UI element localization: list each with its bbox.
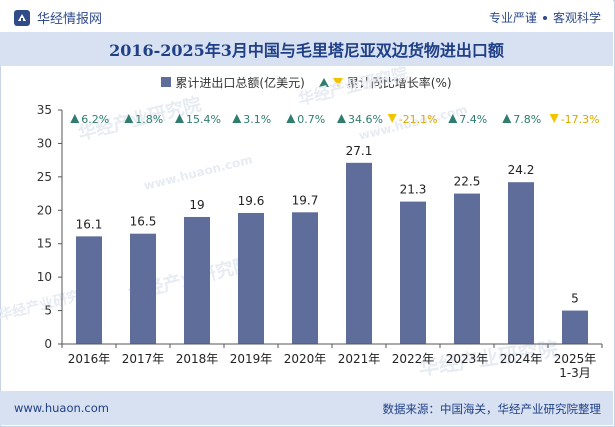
- legend-item-total[interactable]: 累计进出口总额(亿美元): [161, 74, 305, 91]
- data-source: 数据来源：中国海关，华经产业研究院整理: [382, 402, 602, 416]
- x-category-label: 2021年: [338, 352, 381, 366]
- y-tick-label: 15: [37, 237, 52, 251]
- x-category-label: 2017年: [122, 352, 165, 366]
- growth-rate-label: 1.8%: [135, 113, 163, 126]
- watermark-text: 华经产业研究院: [296, 63, 409, 109]
- chart-title: 2016-2025年3月中国与毛里塔尼亚双边货物进出口额: [109, 41, 504, 60]
- y-tick-label: 20: [37, 203, 52, 217]
- bar-value-label: 16.5: [130, 215, 157, 229]
- y-tick-label: 5: [44, 304, 52, 318]
- y-tick-label: 0: [44, 337, 52, 351]
- chart-legend: 累计进出口总额(亿美元) 累计同比增长率(%): [0, 72, 613, 92]
- bar: [346, 162, 372, 344]
- legend-bar-swatch-icon: [161, 77, 172, 87]
- growth-up-triangle-icon: [286, 114, 296, 123]
- bar: [184, 216, 210, 344]
- bar: [562, 310, 588, 344]
- bar-value-label: 21.3: [400, 183, 427, 197]
- bar-value-label: 22.5: [454, 175, 481, 189]
- growth-up-triangle-icon: [337, 114, 346, 123]
- brand-name: 华经情报网: [37, 12, 103, 27]
- growth-up-triangle-icon: [175, 114, 184, 123]
- huajing-logo-icon: [13, 9, 31, 27]
- growth-labels-layer: 6.2% 1.8% 15.4% 3.1% 0.7% 34.6% -21.1% 7.4% 7.8%…: [70, 113, 600, 126]
- title-bar: 2016-2025年3月中国与毛里塔尼亚双边货物进出口额: [0, 32, 613, 66]
- bar: [400, 201, 426, 344]
- growth-rate-label: 3.1%: [243, 113, 271, 126]
- website-link[interactable]: www.huaon.com: [14, 401, 109, 415]
- x-category-label: 2022年: [392, 352, 435, 366]
- bars-layer: 16.1 16.5 19 19.6 19.7 27.1 21.3 22.5 24.2 5: [76, 144, 588, 344]
- growth-up-triangle-icon: [232, 114, 242, 123]
- x-category-label: 2020年: [284, 352, 327, 366]
- growth-rate-label: 6.2%: [81, 113, 109, 126]
- bar-value-label: 19.7: [292, 193, 319, 207]
- legend-bar-label: 累计进出口总额(亿美元): [175, 75, 305, 90]
- tagline-right: 客观科学: [552, 11, 601, 25]
- legend-rate-label: 累计同比增长率(%): [346, 75, 452, 90]
- x-category-label: 2024年: [500, 352, 543, 366]
- growth-rate-label: 7.4%: [459, 113, 487, 126]
- growth-up-triangle-icon: [70, 114, 80, 123]
- y-axis: 0 5 10 15 20 25 30 35: [37, 103, 63, 351]
- y-tick-label: 25: [37, 170, 52, 184]
- growth-rate-label: 0.7%: [297, 113, 325, 126]
- tagline-left: 专业严谨: [488, 11, 537, 25]
- bar-value-label: 27.1: [346, 144, 373, 158]
- legend-item-growth[interactable]: 累计同比增长率(%): [318, 74, 452, 91]
- bar: [454, 193, 480, 344]
- x-category-label: 2023年: [446, 352, 489, 366]
- y-tick-label: 10: [37, 270, 52, 284]
- brand[interactable]: 华经情报网: [13, 8, 102, 27]
- growth-down-triangle-icon: [387, 114, 397, 123]
- growth-rate-label: -17.3%: [561, 113, 600, 126]
- bar: [76, 236, 102, 344]
- bar: [292, 212, 318, 344]
- bar-value-label: 24.2: [508, 163, 535, 177]
- growth-up-triangle-icon: [448, 114, 458, 123]
- bar-value-label: 19: [189, 198, 204, 212]
- footer-bar: www.huaon.com 数据来源：中国海关，华经产业研究院整理: [0, 391, 613, 425]
- x-category-label: 2018年: [176, 352, 219, 366]
- y-tick-label: 30: [37, 136, 52, 150]
- bar-value-label: 16.1: [76, 217, 103, 231]
- x-category-label: 2019年: [230, 352, 273, 366]
- growth-rate-label: 7.8%: [513, 113, 541, 126]
- separator-dot-icon: [542, 15, 547, 20]
- y-tick-label: 35: [37, 103, 52, 117]
- x-category-label: 2025年 1-3月: [554, 352, 597, 380]
- growth-rate-label: 15.4%: [186, 113, 221, 126]
- x-axis: 2016年 2017年 2018年 2019年 2020年 2021年 2022年 2023年…: [61, 343, 603, 380]
- growth-down-triangle-icon: [549, 114, 559, 123]
- watermark-text: www.huaon.com: [142, 152, 254, 193]
- top-bar: 华经情报网 专业严谨 客观科学: [0, 0, 613, 32]
- bar: [238, 212, 264, 344]
- legend-down-triangle-icon: [332, 77, 343, 87]
- bar: [508, 182, 534, 344]
- bar: [130, 233, 156, 344]
- x-category-label: 2016年: [68, 352, 111, 366]
- growth-up-triangle-icon: [502, 114, 512, 123]
- growth-up-triangle-icon: [124, 114, 134, 123]
- growth-rate-label: -21.1%: [399, 113, 438, 126]
- legend-up-triangle-icon: [318, 77, 329, 87]
- bar-value-label: 5: [571, 292, 579, 306]
- growth-rate-label: 34.6%: [348, 113, 383, 126]
- bar-chart: 华经产业研究院www.huaon.com华经产业研究院www.huaon.com…: [0, 63, 603, 380]
- tagline: 专业严谨 客观科学: [489, 9, 601, 26]
- bar-value-label: 19.6: [238, 194, 265, 208]
